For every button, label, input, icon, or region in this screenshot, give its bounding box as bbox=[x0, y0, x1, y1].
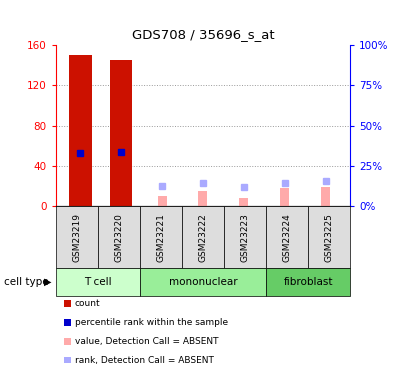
Bar bbox=[280, 188, 289, 206]
Text: GSM23224: GSM23224 bbox=[283, 213, 292, 262]
Text: GSM23222: GSM23222 bbox=[199, 213, 207, 262]
Bar bbox=[158, 196, 167, 206]
Text: value, Detection Call = ABSENT: value, Detection Call = ABSENT bbox=[75, 337, 219, 346]
Text: GSM23223: GSM23223 bbox=[240, 213, 250, 262]
Bar bbox=[239, 198, 248, 206]
Bar bbox=[69, 55, 92, 206]
Text: GSM23219: GSM23219 bbox=[72, 213, 81, 262]
Bar bbox=[199, 191, 207, 206]
Text: count: count bbox=[75, 299, 100, 308]
Text: T cell: T cell bbox=[84, 277, 111, 287]
Text: fibroblast: fibroblast bbox=[283, 277, 333, 287]
Bar bbox=[110, 60, 133, 206]
Text: cell type: cell type bbox=[4, 277, 49, 287]
Text: percentile rank within the sample: percentile rank within the sample bbox=[75, 318, 228, 327]
Text: rank, Detection Call = ABSENT: rank, Detection Call = ABSENT bbox=[75, 356, 214, 364]
Bar bbox=[321, 187, 330, 206]
Text: ▶: ▶ bbox=[44, 277, 52, 287]
Text: GSM23225: GSM23225 bbox=[325, 213, 334, 262]
Text: mononuclear: mononuclear bbox=[169, 277, 237, 287]
Text: GSM23221: GSM23221 bbox=[156, 213, 166, 262]
Text: GSM23220: GSM23220 bbox=[114, 213, 123, 262]
Title: GDS708 / 35696_s_at: GDS708 / 35696_s_at bbox=[132, 28, 274, 41]
